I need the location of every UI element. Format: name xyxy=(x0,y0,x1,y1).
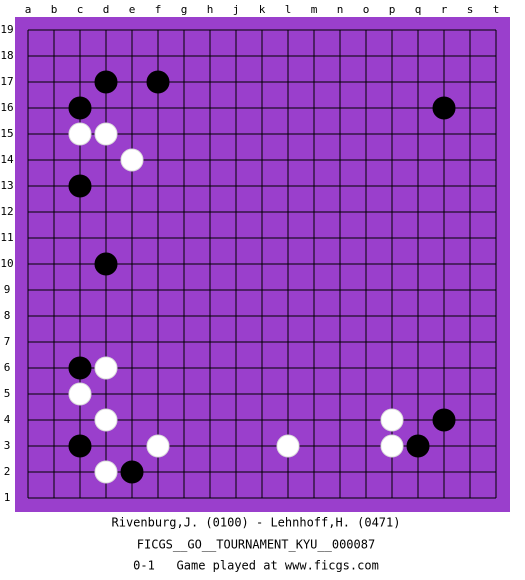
column-label: t xyxy=(493,3,500,16)
column-label: d xyxy=(103,3,110,16)
row-label: 18 xyxy=(0,49,13,62)
white-stone xyxy=(68,122,92,146)
white-stone xyxy=(94,356,118,380)
row-label: 5 xyxy=(4,387,11,400)
white-stone xyxy=(94,408,118,432)
white-stone xyxy=(146,434,170,458)
column-label: p xyxy=(389,3,396,16)
black-stone xyxy=(120,460,144,484)
black-stone xyxy=(146,70,170,94)
black-stone xyxy=(68,96,92,120)
white-stone xyxy=(380,434,404,458)
black-stone xyxy=(432,408,456,432)
players: Rivenburg,J. (0100) - Lehnhoff,H. (0471) xyxy=(112,516,401,530)
row-label: 10 xyxy=(0,257,13,270)
column-label: n xyxy=(337,3,344,16)
black-stone xyxy=(68,174,92,198)
row-label: 3 xyxy=(4,439,11,452)
row-label: 9 xyxy=(4,283,11,296)
row-label: 4 xyxy=(4,413,11,426)
row-label: 12 xyxy=(0,205,13,218)
black-stone xyxy=(68,356,92,380)
row-label: 11 xyxy=(0,231,13,244)
white-stone xyxy=(68,382,92,406)
row-label: 19 xyxy=(0,23,13,36)
column-label: l xyxy=(285,3,292,16)
column-label: j xyxy=(233,3,240,16)
column-label: f xyxy=(155,3,162,16)
column-label: b xyxy=(51,3,58,16)
column-label: h xyxy=(207,3,214,16)
column-label: o xyxy=(363,3,370,16)
row-label: 16 xyxy=(0,101,13,114)
column-label: k xyxy=(259,3,266,16)
row-label: 15 xyxy=(0,127,13,140)
row-label: 6 xyxy=(4,361,11,374)
column-label: r xyxy=(441,3,448,16)
row-label: 8 xyxy=(4,309,11,322)
black-stone xyxy=(432,96,456,120)
column-label: s xyxy=(467,3,474,16)
column-label: e xyxy=(129,3,136,16)
row-label: 13 xyxy=(0,179,13,192)
row-label: 2 xyxy=(4,465,11,478)
column-label: a xyxy=(25,3,32,16)
column-label: g xyxy=(181,3,188,16)
black-stone xyxy=(406,434,430,458)
black-stone xyxy=(94,70,118,94)
tournament: FICGS__GO__TOURNAMENT_KYU__000087 xyxy=(137,538,375,552)
white-stone xyxy=(94,122,118,146)
row-label: 14 xyxy=(0,153,14,166)
result: 0-1 Game played at www.ficgs.com xyxy=(133,559,379,573)
black-stone xyxy=(68,434,92,458)
column-label: c xyxy=(77,3,84,16)
black-stone xyxy=(94,252,118,276)
row-label: 17 xyxy=(0,75,13,88)
row-label: 1 xyxy=(4,491,11,504)
white-stone xyxy=(276,434,300,458)
white-stone xyxy=(120,148,144,172)
white-stone xyxy=(380,408,404,432)
column-label: m xyxy=(311,3,318,16)
row-label: 7 xyxy=(4,335,11,348)
column-label: q xyxy=(415,3,422,16)
white-stone xyxy=(94,460,118,484)
